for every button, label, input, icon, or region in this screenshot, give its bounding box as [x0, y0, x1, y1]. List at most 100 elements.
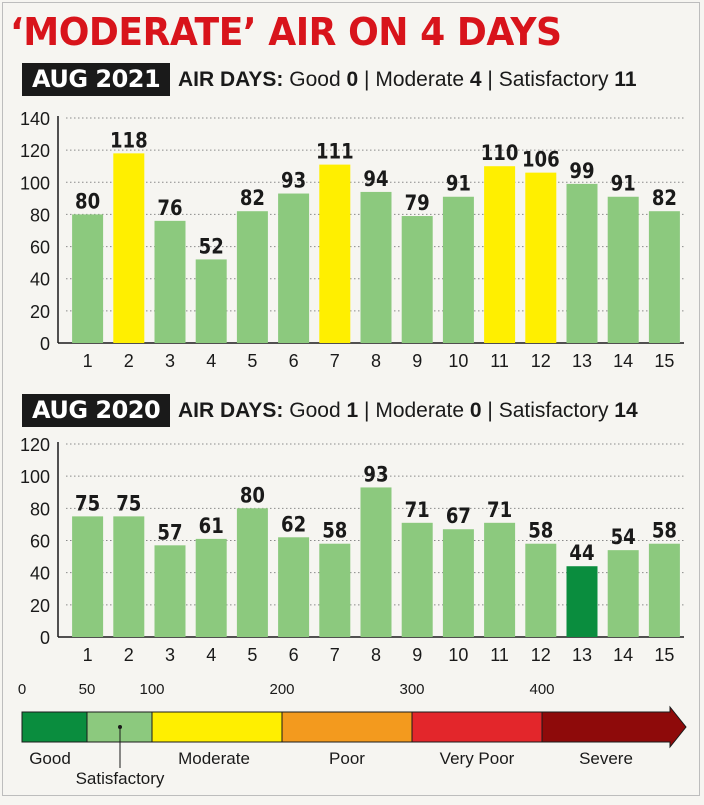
y-tick-label: 100 — [20, 467, 50, 487]
x-tick-label: 5 — [247, 645, 257, 665]
data-label: 118 — [110, 128, 148, 153]
y-tick-label: 0 — [40, 334, 50, 354]
data-label: 80 — [75, 189, 100, 214]
data-label: 71 — [405, 498, 430, 523]
x-tick-label: 9 — [412, 645, 422, 665]
y-tick-label: 80 — [30, 499, 50, 519]
headline: ‘MODERATE’ AIR ON 4 DAYS — [10, 10, 562, 54]
bar — [648, 211, 680, 343]
separator: | — [364, 399, 370, 422]
data-label: 79 — [405, 191, 430, 216]
bar — [278, 193, 310, 343]
scale-tick-label: 50 — [79, 681, 96, 698]
y-tick-label: 0 — [40, 628, 50, 648]
data-label: 54 — [611, 525, 636, 550]
bar — [648, 543, 680, 637]
x-tick-label: 10 — [448, 351, 468, 371]
air-days-label: AIR DAYS: — [178, 68, 284, 91]
y-tick-label: 120 — [20, 141, 50, 161]
bar — [566, 566, 598, 637]
x-tick-label: 6 — [289, 351, 299, 371]
x-tick-label: 5 — [247, 351, 257, 371]
data-label: 99 — [569, 159, 594, 184]
year-tag: AUG 2021 — [22, 63, 171, 96]
bar — [236, 211, 268, 343]
satisfactory-label: Satisfactory — [498, 68, 609, 91]
scale-band-label: Good — [29, 749, 71, 768]
data-label: 76 — [157, 196, 182, 221]
scale-band-label: Satisfactory — [76, 769, 165, 788]
data-label: 93 — [363, 462, 388, 487]
bar — [113, 153, 145, 343]
data-label: 80 — [240, 483, 265, 508]
x-tick-label: 14 — [613, 645, 633, 665]
y-tick-label: 20 — [30, 302, 50, 322]
scale-band-label: Moderate — [178, 749, 250, 768]
bar — [607, 550, 639, 637]
scale-tick-label: 300 — [399, 681, 424, 698]
scale-tick-label: 200 — [269, 681, 294, 698]
bar — [113, 516, 145, 637]
bar — [319, 164, 351, 343]
bar-chart-2020: 0 20 40 60 80 100 120 75 1 75 2 57 3 61 4 80 5 62 6 58 7 93 8 7… — [20, 435, 684, 665]
aqi-scale-bar: 0 50 100 200 300 400 Good Satisfactory Moderate P… — [18, 681, 687, 788]
data-label: 58 — [528, 518, 553, 543]
x-tick-label: 11 — [490, 351, 509, 371]
chart-aug-2020: 0 20 40 60 80 100 120 75 1 75 2 57 3 61 4 80 5 62 6 58 7 93 8 7… — [0, 430, 704, 668]
x-tick-label: 11 — [490, 645, 509, 665]
y-tick-label: 100 — [20, 173, 50, 193]
scale-band-moderate — [151, 711, 283, 743]
scale-band-very-poor — [411, 711, 543, 743]
bar — [525, 543, 557, 637]
x-tick-label: 8 — [371, 351, 381, 371]
data-label: 106 — [522, 147, 560, 172]
bar — [566, 183, 598, 343]
moderate-label: Moderate — [375, 399, 465, 422]
separator: | — [487, 68, 493, 91]
x-tick-label: 8 — [371, 645, 381, 665]
data-label: 58 — [652, 518, 677, 543]
data-label: 82 — [240, 186, 265, 211]
y-tick-label: 80 — [30, 205, 50, 225]
data-label: 91 — [446, 171, 471, 196]
data-label: 94 — [363, 167, 388, 192]
good-label: Good — [289, 68, 341, 91]
bar — [195, 259, 227, 343]
scale-tick-label: 400 — [529, 681, 554, 698]
moderate-count: 4 — [469, 68, 482, 91]
data-label: 93 — [281, 168, 306, 193]
graphic-frame — [2, 2, 700, 796]
bar — [401, 216, 433, 343]
x-tick-label: 13 — [572, 351, 592, 371]
air-days-summary: AIR DAYS: Good 1 | Moderate 0 | Satisfac… — [178, 398, 638, 424]
chart-aug-2021: 0 20 40 60 80 100 120 140 80 1 118 2 76 3 52 4 82 5 93 6 111… — [0, 100, 704, 378]
separator: | — [487, 399, 493, 422]
leader-dot — [118, 725, 122, 729]
scale-band-good — [21, 711, 88, 743]
data-label: 62 — [281, 512, 306, 537]
data-label: 111 — [316, 139, 354, 164]
x-tick-label: 14 — [613, 351, 633, 371]
scale-band-poor — [281, 711, 413, 743]
year-tag: AUG 2020 — [22, 394, 171, 427]
bar — [360, 191, 392, 343]
x-tick-label: 3 — [165, 645, 175, 665]
y-tick-label: 60 — [30, 532, 50, 552]
x-tick-label: 13 — [572, 645, 592, 665]
bar — [401, 522, 433, 637]
scale-band-label: Very Poor — [440, 749, 515, 768]
air-days-summary: AIR DAYS: Good 0 | Moderate 4 | Satisfac… — [178, 67, 637, 93]
satisfactory-count: 11 — [614, 68, 637, 91]
data-label: 61 — [199, 514, 224, 539]
y-tick-label: 60 — [30, 238, 50, 258]
x-tick-label: 2 — [124, 645, 134, 665]
data-label: 75 — [116, 491, 141, 516]
bar — [72, 516, 104, 637]
satisfactory-count: 14 — [614, 399, 638, 422]
data-label: 91 — [611, 171, 636, 196]
x-tick-label: 4 — [206, 351, 216, 371]
x-tick-label: 7 — [330, 351, 340, 371]
bar — [154, 545, 186, 637]
data-label: 82 — [652, 186, 677, 211]
bar — [484, 166, 516, 343]
